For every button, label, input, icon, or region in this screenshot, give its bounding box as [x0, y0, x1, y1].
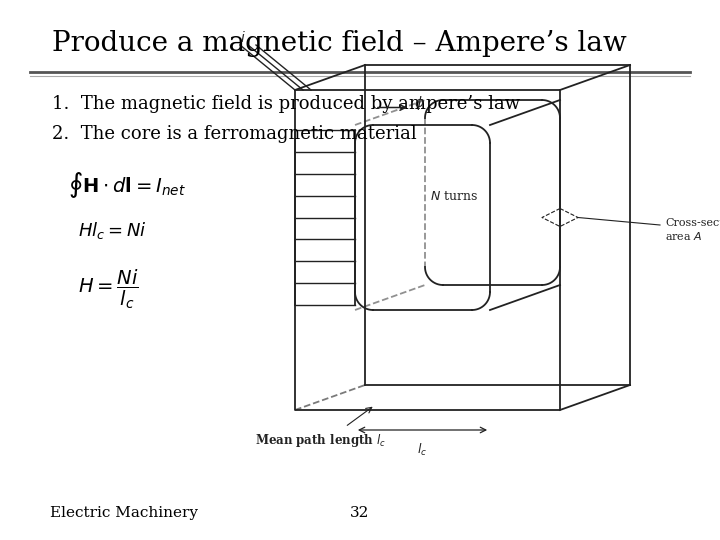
Text: $Hl_c = Ni$: $Hl_c = Ni$ [78, 220, 146, 241]
Text: Cross-sectional
area $A$: Cross-sectional area $A$ [665, 218, 720, 242]
Text: $H = \dfrac{Ni}{l_c}$: $H = \dfrac{Ni}{l_c}$ [78, 268, 139, 312]
Text: Produce a magnetic field – Ampere’s law: Produce a magnetic field – Ampere’s law [52, 30, 626, 57]
Text: $\phi$: $\phi$ [414, 93, 425, 111]
Text: 1.  The magnetic field is produced by ampere’s law: 1. The magnetic field is produced by amp… [52, 95, 520, 113]
Text: 2.  The core is a ferromagnetic material: 2. The core is a ferromagnetic material [52, 125, 417, 143]
Text: Electric Machinery: Electric Machinery [50, 506, 198, 520]
Text: $\oint \mathbf{H} \cdot d\mathbf{l} = I_{net}$: $\oint \mathbf{H} \cdot d\mathbf{l} = I_… [68, 170, 186, 200]
Text: Mean path length $l_c$: Mean path length $l_c$ [255, 432, 386, 449]
Text: 32: 32 [351, 506, 369, 520]
Text: $l_c$: $l_c$ [418, 442, 428, 458]
Text: $N$ turns: $N$ turns [430, 190, 478, 203]
Text: $i$: $i$ [240, 30, 246, 45]
